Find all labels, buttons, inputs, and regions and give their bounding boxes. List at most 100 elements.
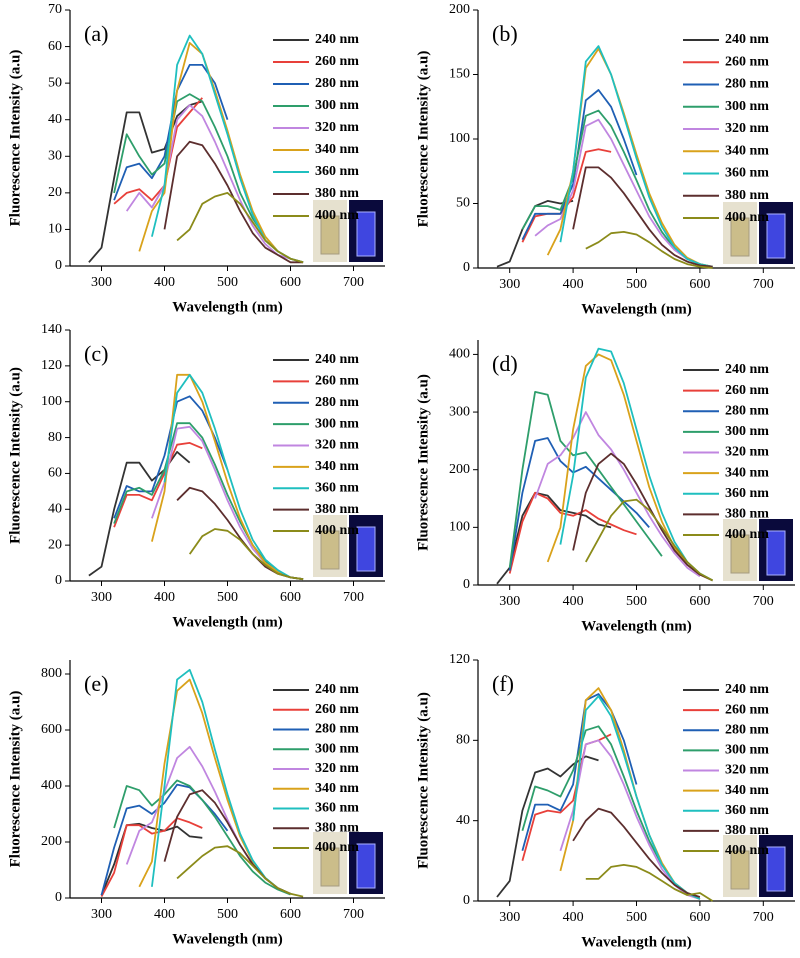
panel-label: (c) <box>84 341 108 366</box>
inset-photos <box>313 832 383 894</box>
y-tick-label: 0 <box>55 890 62 905</box>
y-tick-label: 140 <box>41 322 62 337</box>
x-tick-label: 500 <box>626 910 647 925</box>
x-tick-label: 400 <box>154 907 175 922</box>
legend-label: 340 nm <box>315 459 359 474</box>
x-axis-title: Wavelength (nm) <box>581 301 691 317</box>
series-line <box>163 789 291 895</box>
y-axis-title: Fluorescence Intensity (a.u) <box>7 691 23 868</box>
legend-label: 260 nm <box>315 702 359 717</box>
vial-uv <box>356 211 376 257</box>
series-line <box>113 97 203 205</box>
series-line <box>508 491 637 574</box>
panel-label: (a) <box>84 21 108 46</box>
series-line <box>88 451 191 577</box>
series-line <box>585 231 713 269</box>
y-tick-label: 80 <box>48 430 62 445</box>
x-tick-label: 300 <box>91 907 112 922</box>
legend-label: 320 nm <box>315 761 359 776</box>
vial-uv <box>766 213 786 259</box>
legend-label: 300 nm <box>725 424 769 439</box>
y-tick-label: 100 <box>449 520 470 535</box>
y-tick-label: 800 <box>41 666 62 681</box>
series-line <box>521 693 638 852</box>
x-tick-label: 300 <box>91 590 112 605</box>
series-line <box>176 192 304 264</box>
series-line <box>88 100 203 263</box>
panel-label: (f) <box>492 671 514 696</box>
y-tick-label: 20 <box>48 537 62 552</box>
series-line <box>100 783 229 896</box>
legend-label: 260 nm <box>725 383 769 398</box>
legend-label: 240 nm <box>725 362 769 377</box>
series-line <box>559 45 713 268</box>
y-tick-label: 200 <box>449 2 470 17</box>
x-tick-label: 600 <box>280 590 301 605</box>
legend-label: 320 nm <box>315 120 359 135</box>
vial-daylight <box>320 847 340 887</box>
panel: 0 20 40 60 80 100 120 140 300 400 500 600 700 Wavelen… <box>7 322 385 630</box>
x-tick-label: 700 <box>753 594 774 609</box>
x-axis-title: Wavelength (nm) <box>172 614 282 630</box>
y-tick-label: 20 <box>48 185 62 200</box>
x-tick-label: 600 <box>280 275 301 290</box>
legend-label: 320 nm <box>725 763 769 778</box>
x-tick-label: 400 <box>154 275 175 290</box>
legend-label: 240 nm <box>315 352 359 367</box>
y-tick-label: 40 <box>456 813 470 828</box>
legend-label: 400 nm <box>725 527 769 542</box>
legend-label: 380 nm <box>725 823 769 838</box>
x-tick-label: 600 <box>689 910 710 925</box>
legend-label: 280 nm <box>725 722 769 737</box>
legend-label: 300 nm <box>315 741 359 756</box>
vial-daylight <box>730 217 750 257</box>
series-line <box>572 452 713 582</box>
y-tick-label: 50 <box>48 75 62 90</box>
legend-label: 260 nm <box>315 374 359 389</box>
panel: 0 100 200 300 400 300 400 500 600 700 Wavelength (… <box>415 340 795 634</box>
series-line <box>521 109 713 268</box>
x-tick-label: 700 <box>753 277 774 292</box>
legend-label: 240 nm <box>725 32 769 47</box>
y-tick-label: 0 <box>55 573 62 588</box>
y-tick-label: 400 <box>41 778 62 793</box>
series-line <box>572 166 713 268</box>
legend-label: 400 nm <box>315 840 359 855</box>
x-tick-label: 700 <box>753 910 774 925</box>
y-tick-label: 40 <box>48 112 62 127</box>
legend-label: 320 nm <box>315 438 359 453</box>
y-tick-label: 100 <box>41 394 62 409</box>
x-tick-label: 300 <box>91 275 112 290</box>
series-line <box>546 353 713 582</box>
y-axis-title: Fluorescence Intensity (a.u) <box>415 51 431 228</box>
legend-label: 240 nm <box>315 32 359 47</box>
legend-label: 360 nm <box>725 486 769 501</box>
legend-label: 360 nm <box>315 480 359 495</box>
series-line <box>113 93 304 264</box>
legend-label: 340 nm <box>315 142 359 157</box>
legend-label: 320 nm <box>725 445 769 460</box>
panel-label: (e) <box>84 671 108 696</box>
y-tick-label: 100 <box>449 131 470 146</box>
legend-label: 400 nm <box>315 208 359 223</box>
legend-label: 260 nm <box>725 54 769 69</box>
y-tick-label: 150 <box>449 67 470 82</box>
legend-label: 380 nm <box>725 188 769 203</box>
x-tick-label: 700 <box>343 907 364 922</box>
x-tick-label: 400 <box>563 594 584 609</box>
panel: 0 200 400 600 800 300 400 500 600 700 Wavelength (… <box>7 660 385 947</box>
y-tick-label: 0 <box>463 893 470 908</box>
panel-label: (d) <box>492 351 518 376</box>
vial-uv <box>356 843 376 889</box>
series-line <box>151 373 304 581</box>
series-line <box>138 678 291 895</box>
legend-label: 280 nm <box>315 76 359 91</box>
legend-label: 300 nm <box>315 416 359 431</box>
x-axis-title: Wavelength (nm) <box>172 299 282 315</box>
inset-photos <box>313 200 383 262</box>
y-tick-label: 0 <box>463 577 470 592</box>
series-line <box>163 373 304 581</box>
panel: 0 50 100 150 200 300 400 500 600 700 Wavelength (n… <box>415 2 795 317</box>
legend-label: 240 nm <box>725 682 769 697</box>
